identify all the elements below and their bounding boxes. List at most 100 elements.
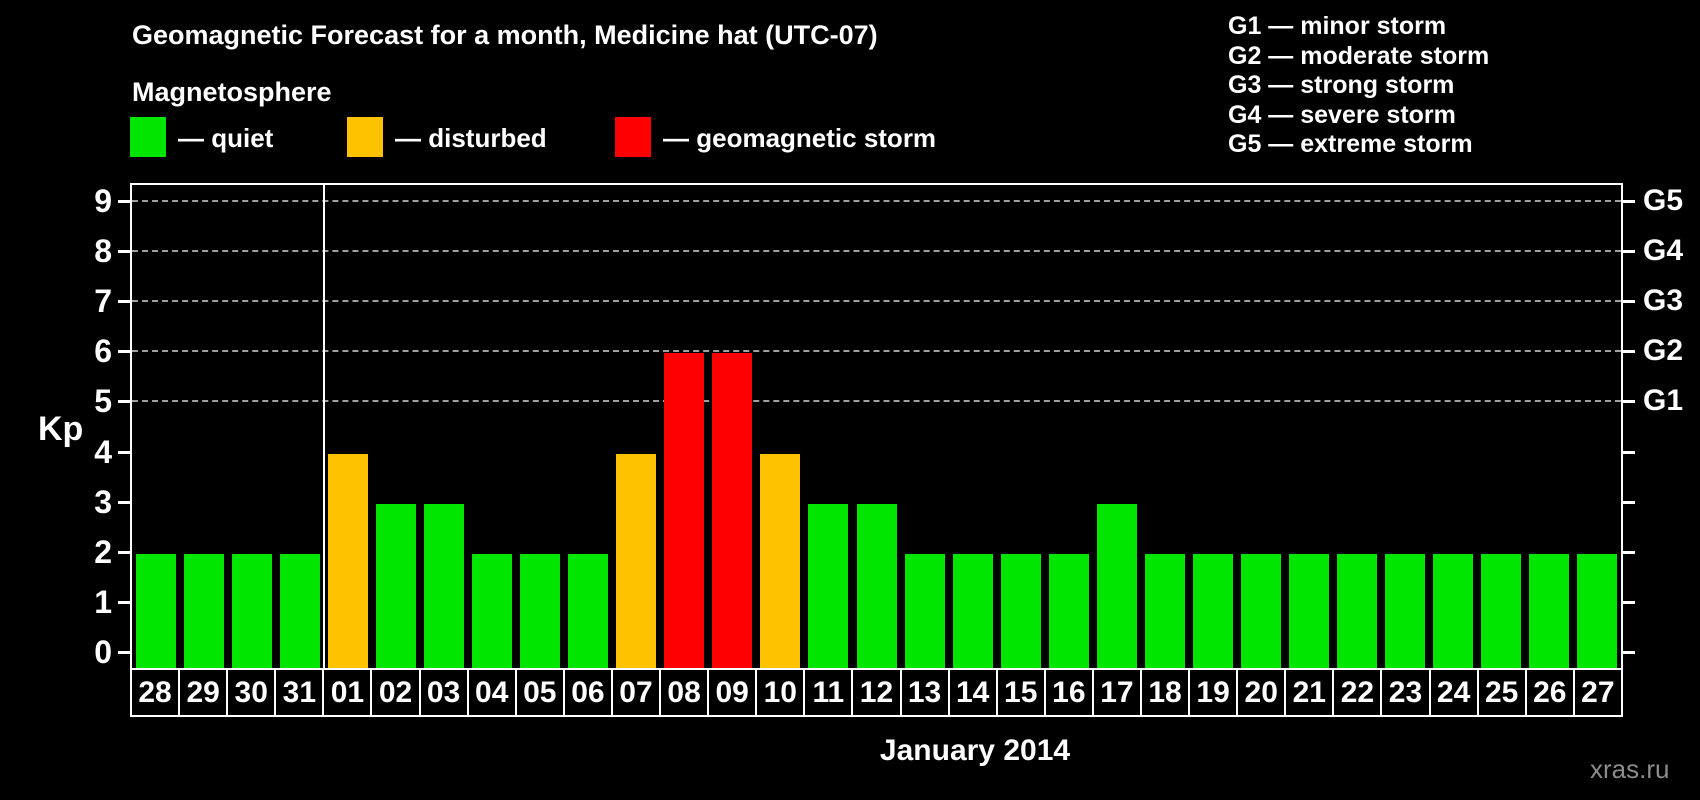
kp-bar-day-21 [1288, 554, 1329, 668]
kp-bar-day-28 [136, 554, 177, 668]
day-label-19: 19 [1188, 670, 1236, 715]
kp-bar-day-11 [808, 504, 849, 668]
kp-bar-day-07 [616, 454, 657, 668]
y-axis-label-6: 6 [94, 333, 112, 370]
kp-bar-day-18 [1144, 554, 1185, 668]
day-label-02: 02 [370, 670, 418, 715]
y-axis-label-9: 9 [94, 183, 112, 220]
day-label-06: 06 [562, 670, 611, 715]
day-label-10: 10 [755, 670, 803, 715]
kp-bar-day-06 [568, 554, 609, 668]
kp-bar-day-08 [664, 353, 705, 668]
x-axis-caption: January 2014 [879, 734, 1071, 767]
day-label-04: 04 [466, 670, 515, 715]
kp-bar-day-01 [328, 454, 369, 668]
day-label-24: 24 [1428, 670, 1477, 715]
legend-label-storm: — geomagnetic storm [663, 123, 937, 153]
day-label-17: 17 [1091, 670, 1140, 715]
kp-bar-day-30 [232, 554, 273, 668]
kp-bar-day-13 [904, 554, 945, 668]
y-axis-title: Kp [38, 410, 84, 448]
y-tick-right-8 [1623, 250, 1635, 254]
kp-bar-day-27 [1576, 554, 1617, 668]
storm-scale-g3: G3 — strong storm [1228, 71, 1455, 99]
day-label-07: 07 [610, 670, 659, 715]
day-label-30: 30 [226, 670, 274, 715]
kp-bar-day-29 [184, 554, 225, 668]
y-axis-label-8: 8 [94, 233, 112, 270]
day-label-09: 09 [707, 670, 755, 715]
day-label-20: 20 [1236, 670, 1284, 715]
kp-bar-day-23 [1384, 554, 1425, 668]
storm-scale-g2: G2 — moderate storm [1228, 41, 1490, 70]
kp-bar-day-03 [424, 504, 465, 668]
y-tick-right-9 [1623, 200, 1635, 204]
kp-bar-day-31 [280, 554, 321, 668]
y-axis-label-3: 3 [94, 483, 112, 520]
gridline-kp9 [132, 200, 1621, 203]
y-axis-label-2: 2 [94, 533, 112, 570]
right-axis-label-g3: G3 [1643, 284, 1684, 318]
day-label-25: 25 [1476, 670, 1525, 715]
y-tick-left-9 [118, 200, 130, 204]
kp-bar-day-25 [1480, 554, 1521, 668]
y-tick-left-3 [118, 500, 130, 504]
kp-bar-day-05 [520, 554, 561, 668]
y-tick-left-4 [118, 450, 130, 454]
y-tick-left-7 [118, 300, 130, 304]
right-axis-label-g1: G1 [1643, 384, 1684, 418]
y-tick-left-6 [118, 350, 130, 354]
day-label-08: 08 [659, 670, 707, 715]
kp-bar-day-26 [1528, 554, 1569, 668]
day-label-05: 05 [514, 670, 563, 715]
kp-bar-day-22 [1336, 554, 1377, 668]
kp-bar-day-09 [712, 353, 753, 668]
magnetosphere-label: Magnetosphere [132, 77, 332, 107]
y-tick-left-5 [118, 400, 130, 404]
day-label-28: 28 [138, 675, 172, 709]
day-label-21: 21 [1284, 670, 1332, 715]
y-tick-right-7 [1623, 300, 1635, 304]
y-tick-right-0 [1623, 650, 1635, 654]
storm-scale-g4: G4 — severe storm [1228, 100, 1456, 129]
gridline-kp6 [132, 350, 1621, 353]
day-label-15: 15 [995, 670, 1044, 715]
day-label-12: 12 [851, 670, 899, 715]
gridline-kp7 [132, 300, 1621, 303]
y-axis-label-1: 1 [94, 583, 112, 620]
kp-bar-day-02 [376, 504, 417, 668]
right-axis-label-g2: G2 [1643, 334, 1684, 368]
legend-swatch-quiet [130, 117, 166, 157]
legend-label-quiet: — quiet [178, 123, 274, 153]
y-tick-right-4 [1623, 450, 1635, 454]
day-label-22: 22 [1332, 670, 1380, 715]
kp-bar-day-17 [1096, 504, 1137, 668]
right-axis-label-g5: G5 [1643, 184, 1684, 218]
gridline-kp5 [132, 400, 1621, 403]
y-tick-left-8 [118, 250, 130, 254]
storm-scale-legend: G1 — minor storm G2 — moderate storm G3 … [1228, 12, 1489, 160]
day-label-11: 11 [803, 670, 851, 715]
x-axis-day-labels: 28 29 30 31 01 02 03 04 05 06 07 08 09 10 11 12 13 14 15 16… [130, 668, 1623, 717]
kp-bar-day-14 [952, 554, 993, 668]
page-title: Geomagnetic Forecast for a month, Medici… [132, 20, 878, 50]
y-tick-left-2 [118, 550, 130, 554]
y-tick-left-1 [118, 600, 130, 604]
kp-bar-day-15 [1000, 554, 1041, 668]
y-tick-right-2 [1623, 550, 1635, 554]
y-axis-label-7: 7 [94, 283, 112, 320]
y-tick-right-5 [1623, 400, 1635, 404]
y-axis-label-0: 0 [94, 633, 112, 670]
day-label-18: 18 [1139, 670, 1188, 715]
kp-bar-day-19 [1192, 554, 1233, 668]
day-label-16: 16 [1043, 670, 1092, 715]
month-separator-line [323, 185, 326, 668]
day-label-27: 27 [1572, 670, 1621, 715]
day-label-13: 13 [899, 670, 948, 715]
day-label-31: 31 [274, 670, 322, 715]
kp-bar-day-24 [1432, 554, 1473, 668]
day-label-29: 29 [178, 670, 226, 715]
gridline-kp8 [132, 250, 1621, 253]
legend-label-disturbed: — disturbed [395, 123, 547, 153]
